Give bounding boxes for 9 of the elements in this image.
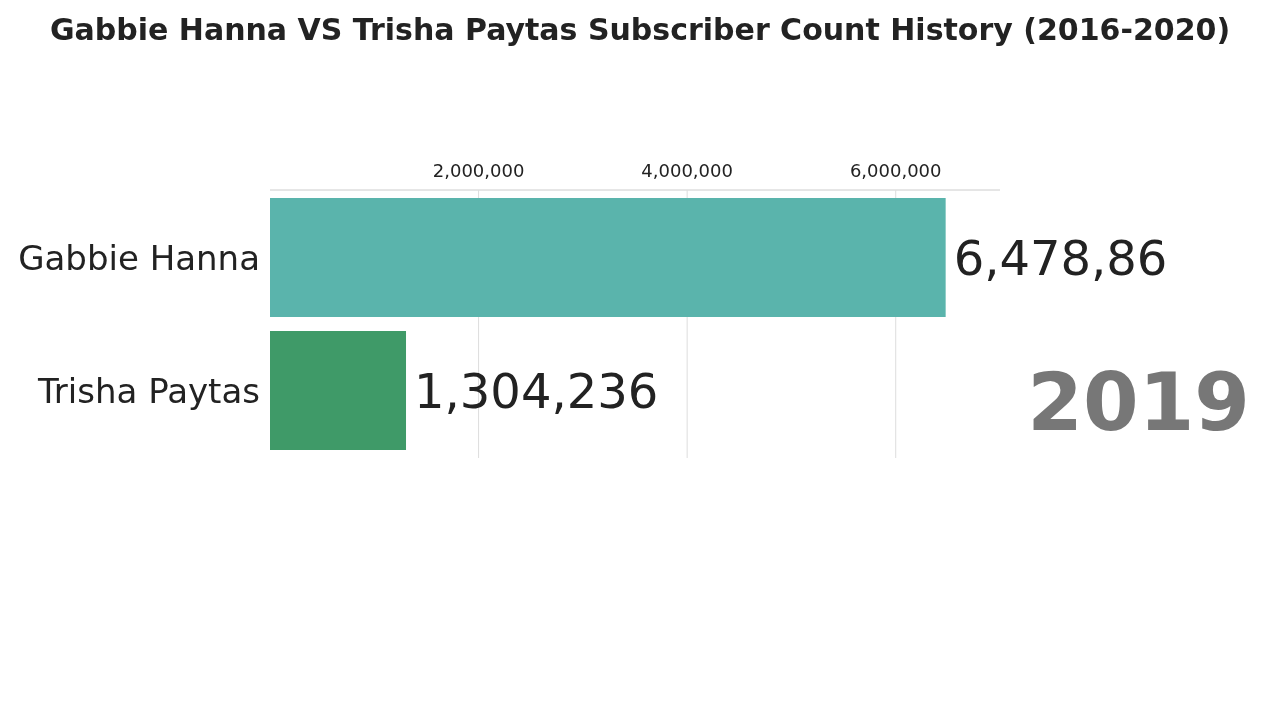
y-tick-label: Gabbie Hanna — [18, 237, 260, 278]
y-tick-label: Trisha Paytas — [37, 370, 260, 411]
data-label: 1,304,236 — [414, 362, 659, 419]
text: 2019 — [1027, 356, 1250, 449]
chart-title: Gabbie Hanna VS Trisha Paytas Subscriber Count History (2016-2020) — [49, 12, 1231, 47]
x-tick-label: 4,000,000 — [641, 160, 733, 181]
x-tick-label: 2,000,000 — [432, 160, 525, 181]
x-tick-label: 6,000,000 — [849, 160, 942, 181]
data-label: 6,478,86 — [953, 229, 1168, 286]
